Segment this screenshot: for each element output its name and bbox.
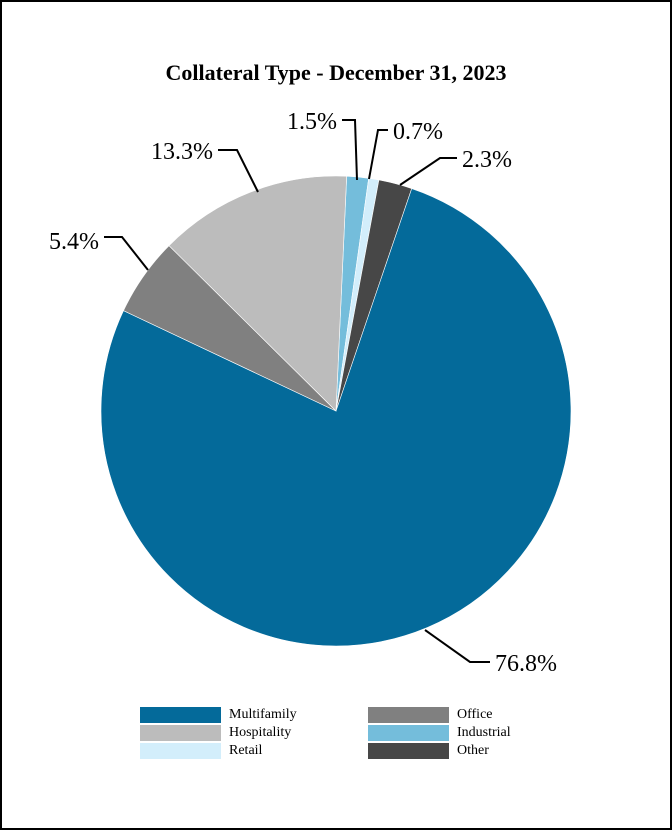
- leader-line-multifamily: [424, 629, 490, 663]
- legend-label: Hospitality: [229, 724, 292, 740]
- data-label-hospitality: 13.3%: [151, 139, 213, 165]
- pie-slice-multifamily: [100, 188, 572, 647]
- legend-item-industrial: Industrial: [368, 724, 568, 741]
- legend-label: Multifamily: [229, 706, 297, 722]
- legend-swatch: [368, 742, 449, 759]
- leader-line-other: [399, 157, 457, 186]
- legend-label: Office: [457, 706, 493, 722]
- legend-swatch: [140, 742, 221, 759]
- legend-swatch: [140, 706, 221, 723]
- data-label-other: 2.3%: [462, 147, 512, 173]
- data-label-multifamily: 76.8%: [495, 651, 557, 677]
- leader-line-office: [104, 236, 149, 271]
- legend-label: Other: [457, 742, 489, 758]
- legend-item-multifamily: Multifamily: [140, 706, 368, 723]
- chart-title: Collateral Type - December 31, 2023: [165, 60, 507, 85]
- legend-swatch: [368, 706, 449, 723]
- legend: Multifamily Office Hospitality Industrial Re…: [140, 706, 568, 759]
- legend-swatch: [368, 724, 449, 741]
- legend-item-other: Other: [368, 742, 568, 759]
- legend-item-retail: Retail: [140, 742, 368, 759]
- legend-swatch: [140, 724, 221, 741]
- data-label-industrial: 1.5%: [287, 109, 337, 135]
- data-label-office: 5.4%: [49, 229, 99, 255]
- legend-item-hospitality: Hospitality: [140, 724, 368, 741]
- leader-line-retail: [368, 129, 388, 180]
- pie-slice-hospitality: [168, 175, 347, 412]
- data-label-retail: 0.7%: [393, 119, 443, 145]
- legend-label: Industrial: [457, 724, 511, 740]
- legend-label: Retail: [229, 742, 263, 758]
- leader-line-industrial: [342, 119, 358, 181]
- legend-item-office: Office: [368, 706, 568, 723]
- leader-line-hospitality: [218, 149, 259, 193]
